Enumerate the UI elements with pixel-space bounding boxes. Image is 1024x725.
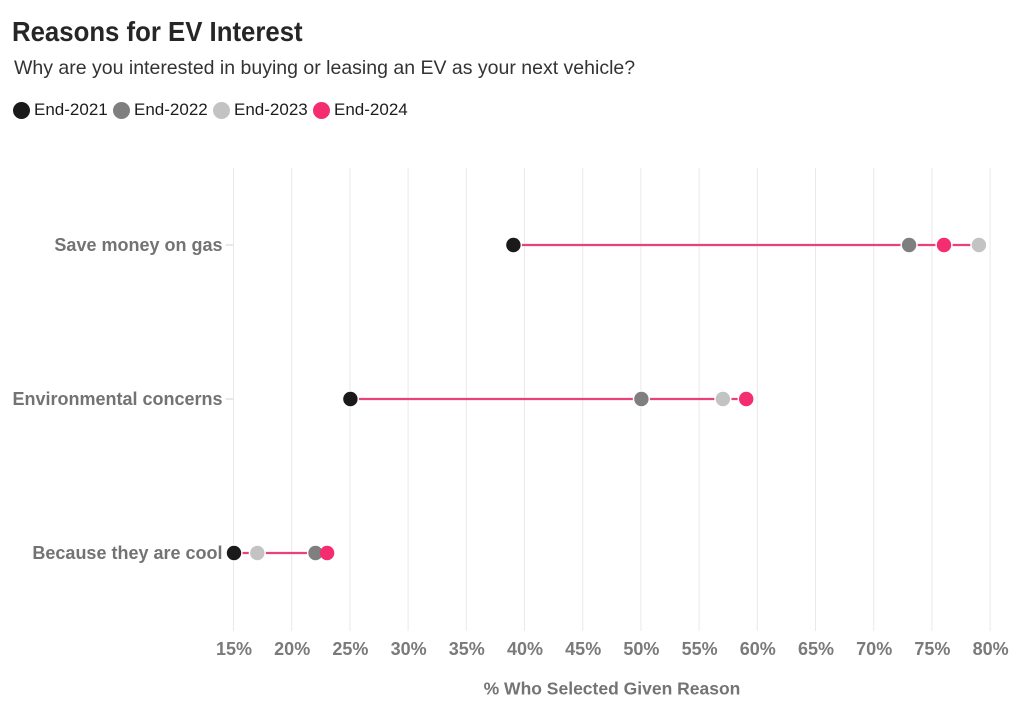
svg-text:Save money on gas: Save money on gas bbox=[54, 235, 222, 255]
svg-text:Because they are cool: Because they are cool bbox=[32, 543, 222, 563]
svg-text:60%: 60% bbox=[740, 639, 776, 659]
svg-text:40%: 40% bbox=[507, 639, 543, 659]
svg-text:% Who Selected Given Reason: % Who Selected Given Reason bbox=[484, 679, 741, 699]
svg-text:55%: 55% bbox=[682, 639, 718, 659]
svg-text:80%: 80% bbox=[973, 639, 1009, 659]
svg-text:65%: 65% bbox=[798, 639, 834, 659]
svg-text:35%: 35% bbox=[449, 639, 485, 659]
svg-text:70%: 70% bbox=[856, 639, 892, 659]
svg-text:50%: 50% bbox=[623, 639, 659, 659]
svg-text:30%: 30% bbox=[391, 639, 427, 659]
svg-text:Environmental concerns: Environmental concerns bbox=[12, 389, 222, 409]
svg-text:25%: 25% bbox=[332, 639, 368, 659]
svg-text:15%: 15% bbox=[216, 639, 252, 659]
svg-text:20%: 20% bbox=[274, 639, 310, 659]
svg-text:45%: 45% bbox=[565, 639, 601, 659]
svg-text:75%: 75% bbox=[914, 639, 950, 659]
